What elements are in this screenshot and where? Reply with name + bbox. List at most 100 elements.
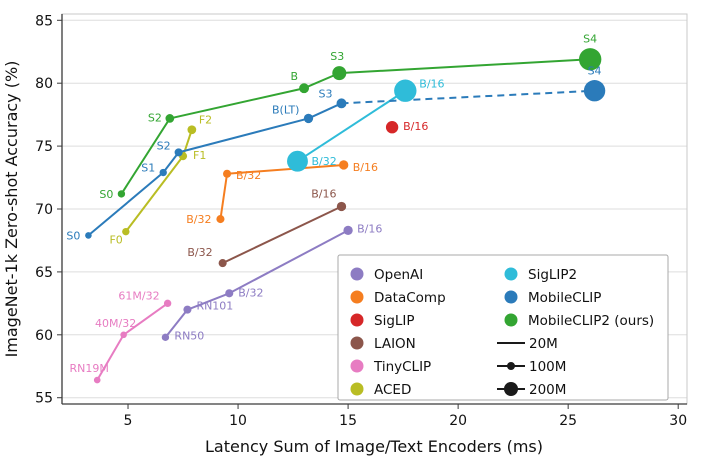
point-label: 61M/32 bbox=[118, 289, 159, 302]
data-point-61M/32 bbox=[163, 299, 172, 308]
y-tick-label: 55 bbox=[35, 391, 53, 407]
series-line-segment bbox=[164, 309, 189, 338]
data-point-B/16 bbox=[394, 79, 417, 102]
x-tick-label: 20 bbox=[449, 413, 467, 429]
series-lines bbox=[87, 58, 595, 381]
data-point-B/32 bbox=[218, 259, 227, 268]
point-label: S0 bbox=[66, 229, 80, 242]
y-axis-label: ImageNet-1k Zero-shot Accuracy (%) bbox=[2, 61, 21, 358]
point-label: B/16 bbox=[357, 222, 382, 235]
legend-item-label: ACED bbox=[374, 382, 411, 398]
legend-swatch bbox=[350, 382, 364, 396]
point-label: B/16 bbox=[311, 187, 336, 200]
series-line-segment bbox=[228, 229, 349, 295]
series-line-segment bbox=[219, 173, 229, 220]
series-line-segment bbox=[169, 87, 305, 120]
y-tick-label: 60 bbox=[35, 328, 53, 344]
series-line-segment bbox=[222, 205, 342, 264]
data-point-S3 bbox=[332, 66, 347, 81]
data-point-S4 bbox=[583, 80, 606, 102]
point-label: S0 bbox=[99, 188, 113, 201]
data-point-S2 bbox=[165, 114, 175, 123]
data-point-S1 bbox=[159, 168, 167, 177]
legend-size-label: 200M bbox=[529, 382, 566, 398]
point-label: B/16 bbox=[353, 161, 378, 174]
point-label: S4 bbox=[583, 32, 597, 45]
legend-item-label: OpenAI bbox=[374, 267, 423, 283]
legend-item-label: MobileCLIP bbox=[528, 290, 601, 306]
point-label: B/16 bbox=[419, 78, 444, 91]
legend-swatch bbox=[504, 290, 518, 304]
data-point-40M/32 bbox=[120, 331, 127, 339]
point-label: S3 bbox=[319, 87, 333, 100]
data-point-B/32 bbox=[287, 150, 308, 172]
data-point-S4 bbox=[578, 48, 602, 71]
legend-swatch bbox=[504, 267, 518, 281]
point-label: F0 bbox=[109, 234, 122, 247]
legend-swatch bbox=[350, 267, 364, 281]
series-line-segment bbox=[341, 89, 595, 105]
legend-size-dot bbox=[507, 362, 515, 370]
data-point-RN19M bbox=[93, 376, 101, 384]
point-label: S1 bbox=[141, 162, 155, 175]
legend-box bbox=[337, 254, 669, 401]
data-point-B/16 bbox=[385, 121, 399, 134]
series-line-segment bbox=[339, 58, 591, 75]
series-line-segment bbox=[187, 292, 230, 311]
point-label: F2 bbox=[199, 114, 212, 127]
data-point-B/16 bbox=[336, 201, 347, 212]
legend-item-label: SigLIP bbox=[374, 313, 415, 329]
axes: 5 10 15 20 25 30 55 60 65 70 75 80 85 bbox=[35, 13, 688, 429]
data-point-F2 bbox=[187, 125, 197, 135]
data-point-F0 bbox=[122, 227, 130, 236]
point-label: B bbox=[291, 70, 299, 83]
legend-swatch bbox=[350, 290, 364, 304]
point-label: S2 bbox=[148, 111, 162, 124]
series-line-segment bbox=[178, 117, 309, 154]
point-label: B/32 bbox=[186, 213, 211, 226]
x-axis-label: Latency Sum of Image/Text Encoders (ms) bbox=[205, 437, 543, 456]
series-line-segment bbox=[162, 151, 180, 174]
legend-swatch bbox=[350, 313, 364, 327]
series-line-segment bbox=[123, 302, 169, 336]
data-point-S0 bbox=[85, 232, 92, 239]
point-label: RN19M bbox=[70, 362, 109, 375]
data-point-RN50 bbox=[161, 333, 170, 342]
data-point-B/32 bbox=[225, 289, 234, 298]
y-tick-label: 70 bbox=[35, 202, 53, 218]
x-tick-label: 30 bbox=[669, 413, 687, 429]
y-tick-label: 75 bbox=[35, 139, 53, 155]
point-labels: RN50 RN101 B/32 B/16 B/32 B/32 B/16 B/16 B/32 B/1… bbox=[66, 32, 601, 375]
data-point-S2 bbox=[174, 148, 183, 157]
series-line-segment bbox=[296, 89, 406, 163]
point-label: 40M/32 bbox=[95, 317, 136, 330]
point-label: S3 bbox=[330, 50, 344, 63]
legend-item-label: TinyCLIP bbox=[373, 359, 431, 375]
series-line-segment bbox=[120, 117, 171, 195]
data-point-B/16 bbox=[339, 160, 349, 170]
point-label: F1 bbox=[193, 149, 206, 162]
legend-item-label: MobileCLIP2 (ours) bbox=[528, 313, 654, 329]
data-point-B/32 bbox=[216, 215, 225, 224]
data-point-B/16 bbox=[343, 225, 353, 236]
legend-size-label: 20M bbox=[529, 336, 558, 352]
series-line-segment bbox=[87, 171, 164, 237]
y-tick-label: 85 bbox=[35, 13, 53, 29]
x-tick-label: 5 bbox=[124, 413, 133, 429]
point-label: B/32 bbox=[238, 286, 263, 299]
point-label: B(LT) bbox=[272, 103, 299, 116]
data-point-S3 bbox=[336, 98, 347, 109]
legend-swatch bbox=[350, 359, 364, 373]
legend-item-label: SigLIP2 bbox=[528, 267, 577, 283]
legend-item-label: DataComp bbox=[374, 290, 446, 306]
x-tick-label: 15 bbox=[339, 413, 357, 429]
point-label: B/16 bbox=[403, 120, 428, 133]
x-tick-label: 25 bbox=[559, 413, 577, 429]
data-point-B/32 bbox=[223, 169, 232, 178]
legend-swatch bbox=[504, 313, 518, 327]
legend-swatch bbox=[350, 336, 364, 350]
series-markers bbox=[85, 48, 606, 384]
point-label: RN101 bbox=[196, 300, 233, 313]
data-point-B bbox=[299, 83, 310, 94]
chart-root: 5 10 15 20 25 30 55 60 65 70 75 80 85 RN50 RN101 B/32 B/… bbox=[35, 13, 688, 429]
